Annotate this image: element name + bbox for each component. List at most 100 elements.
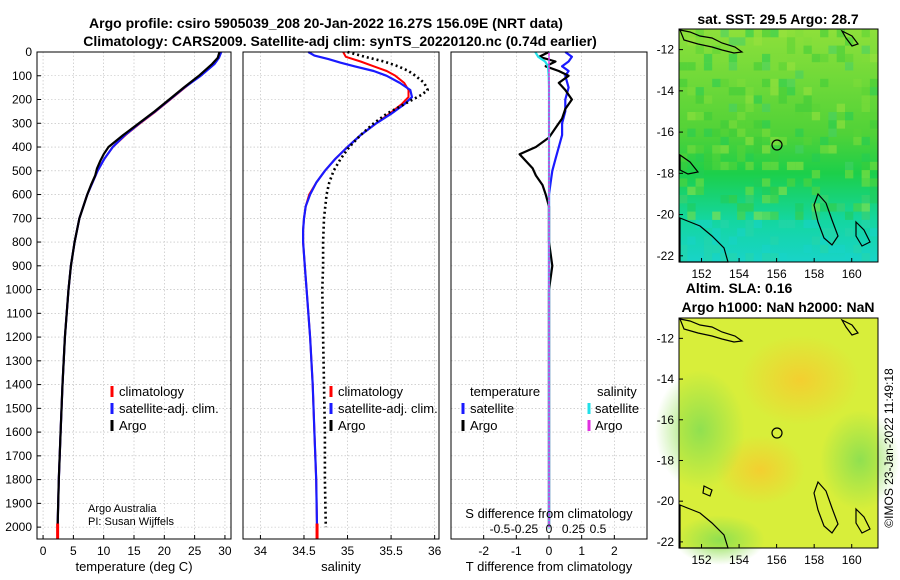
s-tick-label: -0.25 (511, 522, 539, 536)
figure-title-line2: Climatology: CARS2009. Satellite-adj cli… (83, 33, 597, 49)
lon-tick-label: 154 (729, 267, 749, 281)
sst-pixel (745, 203, 754, 212)
lat-tick-label: -18 (657, 166, 675, 180)
sst-pixel (762, 78, 771, 88)
legend-label-s-satellite: satellite (595, 401, 639, 416)
legend-label-argo: Argo (338, 418, 365, 433)
y-tick-label: 1100 (6, 306, 32, 320)
sst-pixel (728, 161, 738, 171)
coastline-reef (702, 485, 713, 497)
sst-coastlines (679, 29, 871, 263)
sst-pixel (737, 120, 746, 129)
sst-pixel (861, 136, 870, 146)
sst-pixel (778, 136, 787, 146)
sst-pixel (762, 120, 771, 129)
sst-pixel (703, 128, 713, 137)
coastline-island-south (813, 480, 839, 534)
y-tick-label: 500 (12, 164, 32, 178)
sst-argo-location-marker (771, 139, 783, 151)
sst-pixel (770, 153, 779, 162)
sst-pixel (778, 53, 787, 63)
lat-tick-label: -20 (657, 494, 675, 508)
legend-label-climatology: climatology (338, 384, 404, 399)
coastline-island-south (813, 192, 839, 246)
sst-pixel (820, 29, 829, 38)
s-tick-label: -0.5 (490, 522, 511, 536)
y-tick-label: 1000 (5, 283, 32, 297)
sst-pixel (869, 161, 879, 171)
x-tick-label: 5 (70, 544, 77, 558)
sst-pixel (695, 170, 704, 179)
difference-panel: -2 -1 0 1 2 -0.5 -0.25 0 0.25 0.5 S difference f… (450, 51, 648, 574)
sst-pixel (753, 37, 762, 46)
sst-pixel (811, 203, 821, 212)
sst-pixel (770, 253, 779, 262)
sst-pixel (679, 120, 688, 129)
sst-pixel (703, 219, 713, 229)
sst-pixel (762, 244, 771, 254)
sst-pixel (720, 29, 729, 38)
imos-credit: ©IMOS 23-Jan-2022 11:49:18 (882, 368, 896, 528)
x-tick-label: 25 (188, 544, 202, 558)
sst-pixel (728, 195, 738, 204)
lon-tick-label: 158 (804, 553, 824, 567)
sst-pixel (712, 153, 721, 162)
sst-pixel (745, 29, 754, 38)
temperature-tick-labels: 0 5 10 15 20 25 30 (40, 535, 232, 558)
sst-pixel (745, 195, 754, 204)
t-difference-axis-label: T difference from climatology (466, 559, 633, 574)
sst-pixel (836, 45, 845, 54)
sst-pixel (712, 45, 721, 54)
sla-high-center (740, 335, 860, 425)
sst-pixel (820, 236, 829, 245)
sla-map-frame (678, 317, 879, 549)
x-tick-label: 1 (578, 544, 585, 558)
sst-pixel (836, 29, 845, 38)
sst-pixel (811, 186, 821, 195)
sst-pixel (845, 112, 854, 121)
sst-pixel (770, 53, 779, 63)
sst-pixel (861, 87, 870, 96)
sst-pixel (811, 236, 821, 245)
sst-pixel (803, 87, 812, 96)
sst-pixel (820, 228, 829, 237)
sst-pixel (845, 253, 854, 262)
sst-pixel (861, 211, 870, 220)
sst-pixel (762, 62, 771, 71)
sst-pixel (728, 103, 738, 112)
sst-pixel (745, 103, 754, 112)
y-tick-label: 1500 (5, 401, 32, 415)
sst-pixel (695, 145, 704, 154)
sst-pixel (737, 153, 746, 162)
y-tick-label: 1700 (5, 449, 32, 463)
sst-pixel (786, 37, 796, 46)
series-argo (320, 50, 430, 528)
lat-tick-label: -22 (657, 249, 675, 263)
sst-pixel (770, 236, 779, 245)
sst-pixel (737, 211, 746, 220)
sst-pixel (679, 161, 688, 171)
sst-pixel (695, 219, 704, 229)
sst-pixel (762, 128, 771, 137)
sst-pixel (861, 112, 870, 121)
sst-pixel (745, 95, 754, 104)
sst-pixel (728, 128, 738, 137)
legend-label-climatology: climatology (119, 384, 185, 399)
s-difference-tick-labels: -0.5 -0.25 0 0.25 0.5 (490, 522, 607, 536)
series-argo (56, 51, 221, 528)
attribution-line1: Argo Australia (88, 503, 157, 515)
sst-pixel (712, 128, 721, 137)
sst-pixel (803, 178, 812, 187)
s-tick-label: 0 (546, 522, 553, 536)
temperature-grid (37, 51, 231, 539)
lat-tick-label: -14 (657, 84, 675, 98)
sst-pixel (687, 186, 696, 195)
lon-tick-label: 152 (692, 553, 712, 567)
sst-pixel (679, 253, 688, 262)
sst-pixel (728, 236, 738, 245)
temperature-axis-label: temperature (deg C) (75, 559, 192, 574)
sst-pixel (861, 203, 870, 212)
temperature-lines (56, 51, 223, 539)
s-tick-label: 0.5 (590, 522, 607, 536)
coastline-southeast (855, 507, 871, 534)
